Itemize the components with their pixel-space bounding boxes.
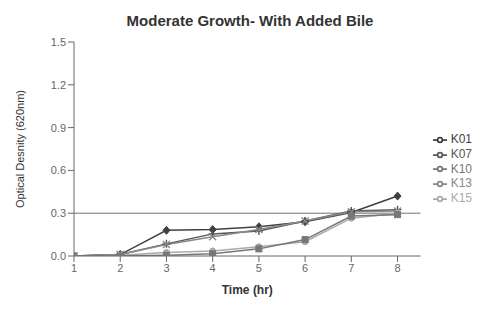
svg-text:Optical Desnity (620nm): Optical Desnity (620nm) bbox=[14, 90, 26, 208]
svg-text:Time (hr): Time (hr) bbox=[222, 283, 273, 297]
svg-text:0.9: 0.9 bbox=[51, 122, 66, 134]
svg-text:0.0: 0.0 bbox=[51, 250, 66, 262]
html-text:K13: K13 bbox=[450, 176, 472, 191]
svg-text:1: 1 bbox=[71, 262, 77, 274]
svg-text:6: 6 bbox=[302, 262, 308, 274]
svg-text:7: 7 bbox=[348, 262, 354, 274]
html-text:K07: K07 bbox=[450, 146, 472, 161]
html-text:K01: K01 bbox=[450, 131, 472, 146]
svg-text:1.5: 1.5 bbox=[51, 36, 66, 48]
svg-text:0.6: 0.6 bbox=[51, 164, 66, 176]
svg-text:1.2: 1.2 bbox=[51, 79, 66, 91]
svg-text:0.3: 0.3 bbox=[51, 207, 66, 219]
svg-text:3: 3 bbox=[163, 262, 169, 274]
svg-text:2: 2 bbox=[117, 262, 123, 274]
svg-text:8: 8 bbox=[394, 262, 400, 274]
svg-text:4: 4 bbox=[210, 262, 216, 274]
svg-text:5: 5 bbox=[256, 262, 262, 274]
html-text:Moderate Growth- With Added Bi: Moderate Growth- With Added Bile bbox=[126, 12, 374, 29]
html-text:K10: K10 bbox=[450, 161, 472, 176]
html-text:K15: K15 bbox=[450, 191, 472, 206]
